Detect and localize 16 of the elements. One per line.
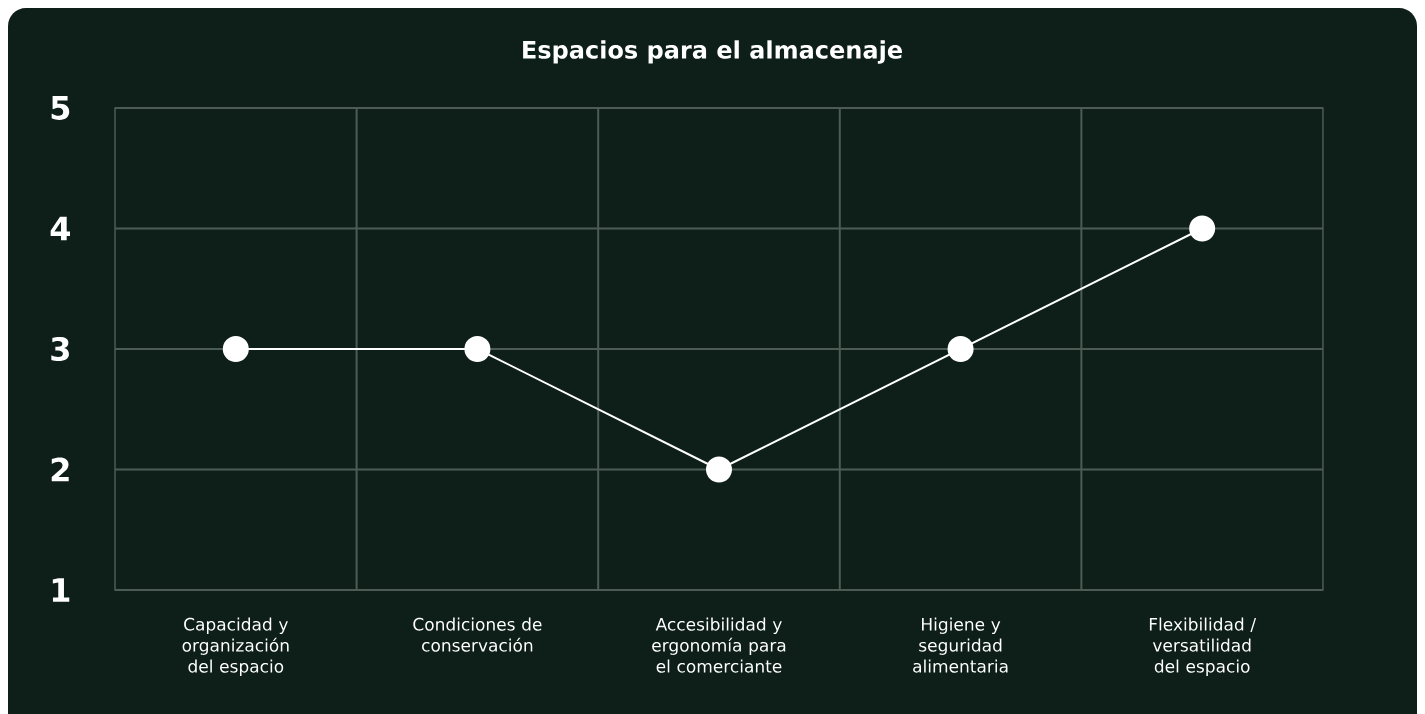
y-tick-label: 4 xyxy=(50,216,71,241)
point xyxy=(705,456,732,483)
x-tick-label: Flexibilidad / versatilidad del espacio xyxy=(1149,617,1257,676)
x-tick-label: Condiciones de conservación xyxy=(413,617,542,652)
x-tick-label: Capacidad y organización del espacio xyxy=(182,617,289,676)
y-tick-label: 2 xyxy=(51,457,69,482)
x-tick-label: Higiene y seguridad alimentaria xyxy=(913,617,1008,673)
x-tick-label: Accesibilidad y ergonomía para el comerciante xyxy=(652,617,786,673)
y-tick-label: 5 xyxy=(51,96,70,120)
y-tick-label: 3 xyxy=(51,336,69,362)
point xyxy=(464,335,491,362)
point xyxy=(947,335,974,362)
chart-title: Espacios para el almacenaje xyxy=(523,40,902,64)
point xyxy=(1189,215,1216,242)
point xyxy=(222,335,249,362)
y-tick-label: 1 xyxy=(52,578,70,602)
